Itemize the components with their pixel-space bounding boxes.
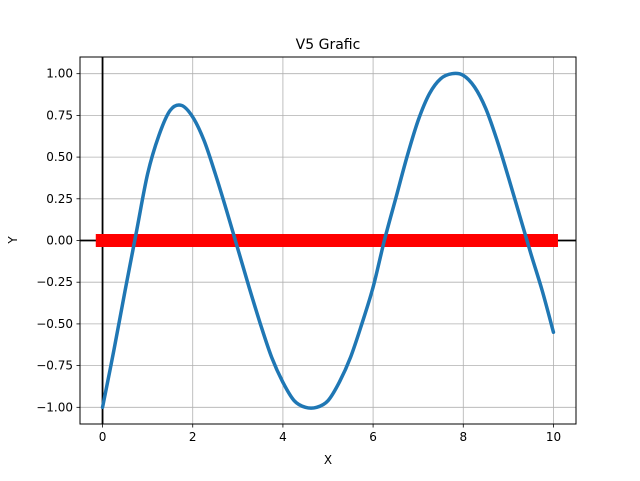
x-tick-label: 2 [189, 430, 197, 444]
x-tick-label: 4 [279, 430, 287, 444]
x-tick-label: 0 [99, 430, 107, 444]
y-tick-label: 0.25 [46, 192, 73, 206]
y-tick-label: −0.75 [36, 359, 73, 373]
y-tick-label: 0.50 [46, 150, 73, 164]
y-tick-label: 1.00 [46, 67, 73, 81]
y-tick-label: 0.00 [46, 234, 73, 248]
series-layer [100, 71, 556, 410]
y-tick-label: −0.50 [36, 317, 73, 331]
x-tick-label: 6 [369, 430, 377, 444]
y-tick-label: −0.25 [36, 275, 73, 289]
y-axis-ticks: −1.00 −0.75 −0.50 −0.25 0.00 0.25 0.50 0.75 1.00 [36, 67, 80, 414]
x-tick-label: 10 [546, 430, 561, 444]
x-tick-label: 8 [459, 430, 467, 444]
y-tick-label: −1.00 [36, 400, 73, 414]
chart-title: V5 Grafic [296, 37, 361, 53]
y-axis-label: Y [6, 236, 20, 245]
x-axis-ticks: 0 2 4 6 8 10 [99, 424, 561, 444]
series-line [100, 71, 556, 410]
y-tick-label: 0.75 [46, 108, 73, 122]
x-axis-label: X [324, 453, 332, 467]
